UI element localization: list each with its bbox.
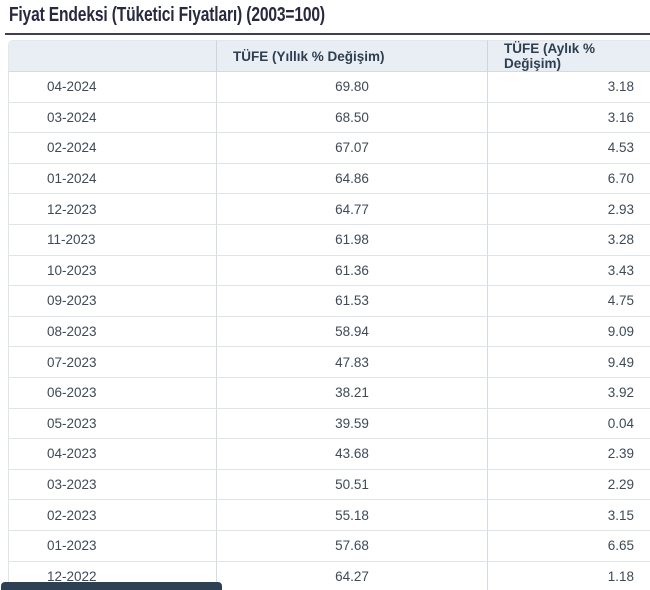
period-cell: 04-2024 <box>8 72 216 103</box>
period-cell: 11-2023 <box>8 224 216 256</box>
table-row: 03-2023 50.51 2.29 <box>8 469 650 501</box>
period-cell: 07-2023 <box>8 347 216 378</box>
period-cell: 05-2023 <box>8 408 216 440</box>
monthly-value-cell: 3.18 <box>487 72 650 103</box>
header-row: TÜFE (Yıllık % Değişim) TÜFE (Aylık % De… <box>8 40 650 72</box>
period-cell: 12-2023 <box>8 194 216 225</box>
table-row: 12-2023 64.77 2.93 <box>8 194 650 225</box>
yearly-value-cell: 64.27 <box>216 561 487 590</box>
period-cell: 01-2024 <box>8 163 216 195</box>
table-row: 09-2023 61.53 4.75 <box>8 286 650 317</box>
table-row: 02-2024 67.07 4.53 <box>8 133 650 164</box>
yearly-value-cell: 47.83 <box>216 347 487 378</box>
next-section-cutoff-bar <box>1 582 222 590</box>
monthly-value-cell: 9.09 <box>487 316 650 348</box>
monthly-value-cell: 2.39 <box>487 439 650 470</box>
period-cell: 01-2023 <box>8 530 216 562</box>
page-title: Fiyat Endeksi (Tüketici Fiyatları) (2003… <box>9 4 325 26</box>
table-row: 05-2023 39.59 0.04 <box>8 408 650 440</box>
yearly-value-cell: 39.59 <box>216 408 487 440</box>
table-row: 08-2023 58.94 9.09 <box>8 316 650 348</box>
monthly-value-cell: 1.18 <box>487 561 650 590</box>
monthly-value-cell: 3.28 <box>487 224 650 256</box>
yearly-value-cell: 58.94 <box>216 316 487 348</box>
yearly-value-cell: 64.86 <box>216 163 487 195</box>
monthly-value-cell: 6.70 <box>487 163 650 195</box>
table-body: 04-2024 69.80 3.18 03-2024 68.50 3.16 02… <box>8 72 650 590</box>
table-row: 04-2023 43.68 2.39 <box>8 439 650 470</box>
period-cell: 03-2023 <box>8 469 216 501</box>
period-cell: 02-2023 <box>8 500 216 531</box>
table-row: 01-2023 57.68 6.65 <box>8 530 650 562</box>
monthly-value-cell: 3.92 <box>487 377 650 409</box>
yearly-value-cell: 64.77 <box>216 194 487 225</box>
table-row: 07-2023 47.83 9.49 <box>8 347 650 378</box>
column-header-yearly-change: TÜFE (Yıllık % Değişim) <box>216 40 487 72</box>
period-cell: 02-2024 <box>8 133 216 164</box>
monthly-value-cell: 6.65 <box>487 530 650 562</box>
yearly-value-cell: 43.68 <box>216 439 487 470</box>
table-row: 12-2022 64.27 1.18 <box>8 561 650 590</box>
title-underline <box>5 33 650 35</box>
monthly-value-cell: 4.53 <box>487 133 650 164</box>
monthly-value-cell: 9.49 <box>487 347 650 378</box>
yearly-value-cell: 38.21 <box>216 377 487 409</box>
monthly-value-cell: 4.75 <box>487 286 650 317</box>
column-header-monthly-change: TÜFE (Aylık % Değişim) <box>487 40 650 72</box>
yearly-value-cell: 55.18 <box>216 500 487 531</box>
table-row: 01-2024 64.86 6.70 <box>8 163 650 195</box>
yearly-value-cell: 57.68 <box>216 530 487 562</box>
yearly-value-cell: 69.80 <box>216 72 487 103</box>
table-row: 11-2023 61.98 3.28 <box>8 224 650 256</box>
period-cell: 04-2023 <box>8 439 216 470</box>
monthly-value-cell: 3.43 <box>487 255 650 287</box>
period-cell: 09-2023 <box>8 286 216 317</box>
table-row: 02-2023 55.18 3.15 <box>8 500 650 531</box>
yearly-value-cell: 50.51 <box>216 469 487 501</box>
table-row: 10-2023 61.36 3.43 <box>8 255 650 287</box>
monthly-value-cell: 3.15 <box>487 500 650 531</box>
monthly-value-cell: 2.93 <box>487 194 650 225</box>
monthly-value-cell: 3.16 <box>487 102 650 134</box>
price-index-table-wrap: TÜFE (Yıllık % Değişim) TÜFE (Aylık % De… <box>8 40 650 590</box>
table-header: TÜFE (Yıllık % Değişim) TÜFE (Aylık % De… <box>8 40 650 72</box>
period-cell: 10-2023 <box>8 255 216 287</box>
period-cell: 03-2024 <box>8 102 216 134</box>
yearly-value-cell: 61.98 <box>216 224 487 256</box>
monthly-value-cell: 0.04 <box>487 408 650 440</box>
column-header-period <box>8 40 216 72</box>
yearly-value-cell: 61.36 <box>216 255 487 287</box>
monthly-value-cell: 2.29 <box>487 469 650 501</box>
table-row: 03-2024 68.50 3.16 <box>8 102 650 134</box>
period-cell: 06-2023 <box>8 377 216 409</box>
price-index-table: TÜFE (Yıllık % Değişim) TÜFE (Aylık % De… <box>8 40 650 590</box>
yearly-value-cell: 67.07 <box>216 133 487 164</box>
period-cell: 08-2023 <box>8 316 216 348</box>
table-row: 04-2024 69.80 3.18 <box>8 72 650 103</box>
yearly-value-cell: 61.53 <box>216 286 487 317</box>
yearly-value-cell: 68.50 <box>216 102 487 134</box>
table-row: 06-2023 38.21 3.92 <box>8 377 650 409</box>
